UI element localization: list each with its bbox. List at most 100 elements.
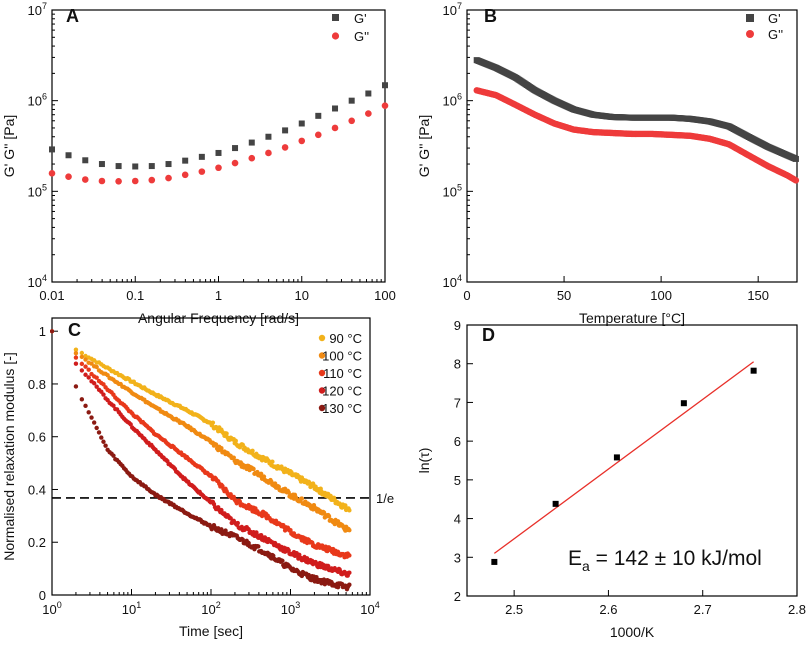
data-point xyxy=(325,563,331,569)
y-tick-label: 5 xyxy=(454,473,461,488)
annotation-symbol: E xyxy=(568,547,582,570)
data-point-gprime xyxy=(98,161,105,168)
legend-label: G'' xyxy=(768,27,783,42)
y-tick-label: 0.4 xyxy=(28,482,46,497)
y-tick-label: 107 xyxy=(28,1,47,18)
data-point xyxy=(286,548,291,553)
y-tick-label-exponent: 7 xyxy=(457,1,462,11)
data-point xyxy=(79,361,85,367)
y-tick-label: 0 xyxy=(39,588,46,603)
data-point xyxy=(326,514,332,519)
x-tick-label: 0.1 xyxy=(126,288,144,303)
x-axis-label: Temperature [°C] xyxy=(579,310,685,326)
y-tick-label-exponent: 6 xyxy=(457,92,462,102)
y-tick-label-base: 10 xyxy=(443,275,457,290)
data-point xyxy=(613,454,620,461)
activation-energy-annotation: Ea = 142 ± 10 kJ/mol xyxy=(568,547,762,574)
reference-line-label: 1/e xyxy=(376,491,394,506)
y-tick-label-base: 10 xyxy=(28,3,42,18)
data-point xyxy=(89,415,94,420)
data-point-gdoubleprime xyxy=(81,176,89,183)
data-point xyxy=(304,556,310,561)
data-point xyxy=(750,367,757,374)
panel-letter: B xyxy=(484,6,497,26)
y-tick-label: 7 xyxy=(454,395,461,410)
data-point xyxy=(91,381,97,386)
data-point xyxy=(233,438,238,444)
data-point xyxy=(347,508,352,513)
data-point xyxy=(219,445,224,451)
data-point-gdoubleprime xyxy=(165,174,172,182)
y-tick-label-base: 10 xyxy=(443,3,457,18)
data-point xyxy=(347,582,352,587)
x-tick-label: 101 xyxy=(122,600,141,617)
x-tick-label: 2.5 xyxy=(505,602,523,617)
legend-marker xyxy=(318,369,326,377)
data-point xyxy=(250,448,255,453)
y-tick-label: 9 xyxy=(454,318,461,333)
x-tick-label: 0.01 xyxy=(39,288,64,303)
data-point-gprime xyxy=(332,105,339,112)
legend-label: 90 °C xyxy=(329,331,362,346)
data-point xyxy=(83,372,88,377)
x-tick-label: 50 xyxy=(557,288,571,303)
data-point xyxy=(223,528,228,533)
y-tick-label: 107 xyxy=(443,1,462,18)
data-point xyxy=(83,364,88,369)
x-tick-label-base: 10 xyxy=(360,602,374,617)
x-axis-label: Time [sec] xyxy=(179,623,243,639)
y-axis-label: G' G'' [Pa] xyxy=(1,115,17,177)
y-tick-label: 106 xyxy=(28,92,47,109)
data-point-gprime xyxy=(348,97,355,104)
annotation-subscript: a xyxy=(582,558,590,574)
legend-label: G'' xyxy=(354,29,369,44)
data-point-gprime xyxy=(248,139,255,146)
x-tick-label-exponent: 4 xyxy=(375,600,380,610)
data-point xyxy=(111,453,116,458)
x-axis-label: 1000/K xyxy=(610,624,655,640)
data-point xyxy=(270,459,275,464)
plot-frame xyxy=(466,9,798,283)
y-tick-label: 2 xyxy=(454,589,461,604)
y-tick-label: 105 xyxy=(28,182,47,199)
data-point xyxy=(347,570,352,575)
x-tick-label: 150 xyxy=(747,288,769,303)
panel-letter: A xyxy=(66,6,79,26)
data-point xyxy=(96,430,102,435)
legend-marker xyxy=(746,30,754,38)
data-point xyxy=(94,425,99,431)
panel-letter: C xyxy=(68,320,81,340)
x-tick-label: 10 xyxy=(295,288,309,303)
data-point-gprime xyxy=(165,161,172,168)
data-point-gdoubleprime xyxy=(115,178,122,185)
legend-label: G' xyxy=(354,11,367,26)
data-point xyxy=(792,155,799,162)
data-point xyxy=(86,410,91,415)
data-point-gdoubleprime xyxy=(331,124,339,132)
legend-label: 130 °C xyxy=(322,401,362,416)
y-tick-label: 105 xyxy=(443,182,462,199)
x-tick-label-base: 10 xyxy=(122,602,136,617)
y-tick-label: 1 xyxy=(39,324,46,339)
plot-frame xyxy=(466,324,798,597)
y-tick-label: 4 xyxy=(454,512,461,527)
legend-marker xyxy=(318,387,326,394)
y-axis-label: ln(τ) xyxy=(416,448,432,474)
x-tick-label-base: 10 xyxy=(201,602,215,617)
legend-label: G' xyxy=(768,11,781,26)
data-point xyxy=(240,537,245,542)
data-point-gprime xyxy=(382,82,388,89)
data-point xyxy=(79,368,85,373)
data-point xyxy=(83,403,88,409)
y-tick-label-exponent: 4 xyxy=(457,273,462,283)
data-point-gprime xyxy=(298,120,305,127)
data-point xyxy=(213,442,219,447)
data-point xyxy=(79,350,85,356)
legend-marker xyxy=(746,14,754,22)
data-point-gdoubleprime xyxy=(215,164,222,172)
y-axis-label: Normalised relaxation modulus [-] xyxy=(1,352,17,561)
data-point xyxy=(792,177,800,184)
y-tick-label-base: 10 xyxy=(443,184,457,199)
x-tick-label: 102 xyxy=(201,600,220,617)
